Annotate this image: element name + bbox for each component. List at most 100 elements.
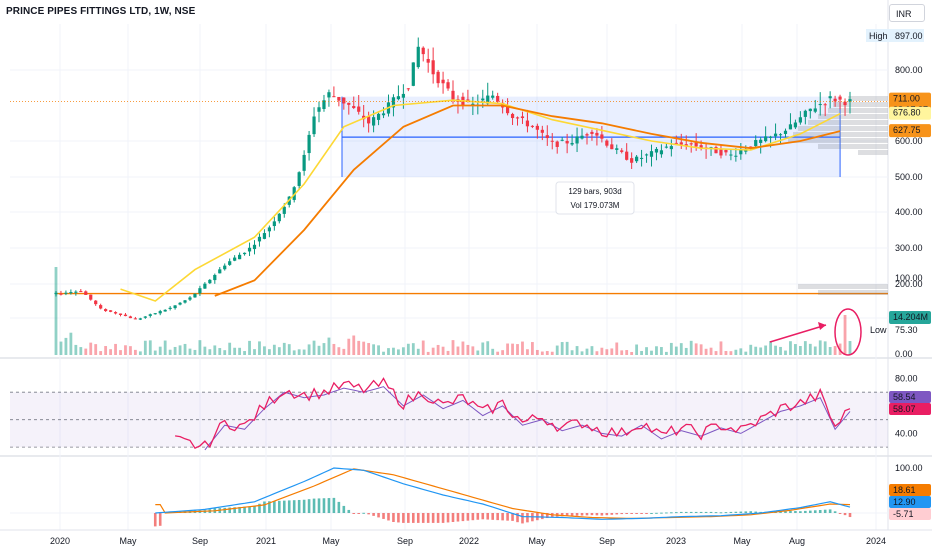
- rsi-line: [175, 377, 851, 450]
- volume-profile-bar: [828, 108, 888, 113]
- candle-body: [788, 124, 793, 130]
- volume-bar: [233, 347, 237, 355]
- macd-histogram-bar: [779, 511, 782, 513]
- macd-histogram-bar: [312, 498, 316, 513]
- candle-body: [262, 233, 267, 239]
- macd-histogram-bar: [238, 506, 241, 513]
- high-label: High: [869, 31, 888, 41]
- candle-body: [699, 145, 703, 149]
- volume-bar: [491, 348, 495, 355]
- volume-bar: [134, 349, 137, 355]
- candle-body: [590, 131, 594, 134]
- rsi-tick-label: 80.00: [895, 373, 918, 383]
- candle-body: [833, 98, 837, 102]
- macd-histogram-bar: [600, 513, 604, 516]
- candle-body: [163, 309, 167, 312]
- rsi-ma-line: [204, 386, 851, 451]
- candle-body: [327, 92, 331, 98]
- volume-bar: [332, 343, 336, 355]
- price-tick-label: 200.00: [895, 279, 923, 289]
- macd-histogram-bar: [352, 513, 356, 514]
- volume-bar: [803, 341, 807, 355]
- volume-bar: [664, 351, 668, 355]
- candle-body: [84, 291, 88, 295]
- volume-bar: [526, 349, 529, 355]
- candle-body: [570, 142, 574, 145]
- currency-button[interactable]: INR: [889, 4, 925, 22]
- macd-histogram-bar: [506, 513, 509, 521]
- volume-bar: [362, 341, 366, 355]
- macd-histogram-bar: [655, 512, 658, 514]
- candle-body: [803, 110, 807, 117]
- volume-bar: [545, 351, 549, 355]
- time-tick-label: Sep: [192, 536, 208, 546]
- macd-histogram-bar: [734, 511, 738, 513]
- candle-body: [406, 88, 410, 90]
- candle-body: [198, 288, 202, 294]
- macd-histogram-bar: [615, 513, 619, 515]
- candle-body: [525, 120, 530, 127]
- candle-body: [724, 149, 728, 153]
- candle-body: [297, 172, 301, 186]
- price-badge-text: 676.80: [893, 108, 921, 118]
- volume-bar: [367, 343, 371, 355]
- volume-bar: [258, 341, 261, 355]
- volume-bar: [168, 349, 172, 355]
- measure-tooltip-box: [555, 181, 635, 215]
- volume-bar: [843, 315, 847, 355]
- volume-bar: [560, 342, 564, 355]
- volume-bar: [421, 340, 425, 355]
- candle-body: [307, 134, 311, 154]
- volume-bar: [496, 351, 500, 355]
- macd-histogram-bar: [377, 513, 380, 518]
- candle-body: [64, 292, 68, 294]
- candle-body: [639, 157, 644, 159]
- volume-bar: [173, 346, 177, 355]
- volume-profile-bar: [818, 290, 888, 295]
- candle-body: [575, 136, 579, 144]
- macd-histogram-bar: [278, 500, 281, 513]
- macd-histogram-bar: [585, 513, 589, 516]
- volume-bar: [228, 342, 232, 355]
- measure-tooltip-line1: 129 bars, 903d: [568, 187, 621, 196]
- volume-bar: [774, 345, 777, 355]
- macd-histogram-bar: [684, 511, 688, 513]
- candle-body: [679, 142, 683, 145]
- volume-bar: [178, 345, 182, 355]
- candle-body: [252, 244, 257, 250]
- time-tick-label: May: [119, 536, 137, 546]
- macd-histogram-bar: [402, 513, 405, 523]
- macd-histogram-bar: [466, 513, 470, 521]
- macd-histogram-bar: [823, 509, 827, 513]
- candle-body: [381, 113, 386, 116]
- macd-badge-text: 12.90: [893, 497, 916, 507]
- annotation-circle: [834, 308, 862, 356]
- candle-body: [441, 79, 445, 84]
- volume-bar: [441, 346, 445, 355]
- candle-body: [108, 310, 113, 312]
- price-badge-text: 14.204M: [893, 312, 928, 322]
- macd-histogram-bar: [347, 509, 351, 513]
- volume-bar: [114, 343, 117, 355]
- volume-bar: [243, 351, 246, 355]
- volume-bar: [709, 347, 713, 355]
- volume-bar: [679, 343, 683, 355]
- macd-histogram-bar: [332, 497, 336, 513]
- price-tick-label: 600.00: [895, 136, 923, 146]
- volume-bar: [158, 346, 162, 355]
- candle-body: [838, 96, 842, 100]
- volume-bar: [650, 350, 653, 355]
- macd-histogram-bar: [689, 511, 693, 513]
- volume-bar: [471, 346, 475, 355]
- volume-bar: [798, 346, 802, 355]
- time-tick-label: 2020: [50, 536, 70, 546]
- macd-histogram-bar: [590, 513, 594, 516]
- candle-body: [376, 113, 381, 120]
- time-tick-label: May: [733, 536, 751, 546]
- candle-body: [520, 116, 525, 119]
- volume-bar: [153, 350, 157, 355]
- macd-histogram-bar: [263, 501, 266, 513]
- volume-bar: [669, 342, 673, 355]
